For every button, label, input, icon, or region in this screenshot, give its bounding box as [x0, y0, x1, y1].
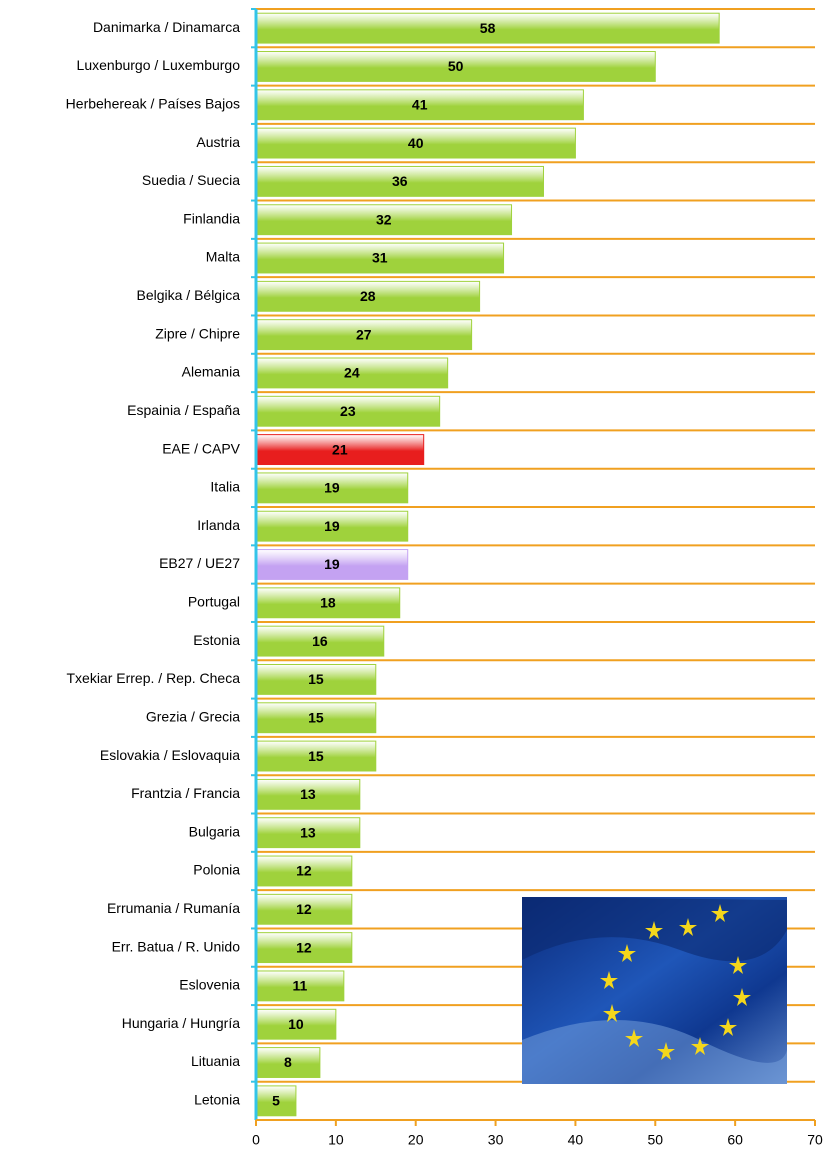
x-tick-label: 30: [488, 1132, 504, 1148]
y-tick-label: Zipre / Chipre: [155, 325, 240, 341]
x-tick-label: 10: [328, 1132, 344, 1148]
value-label: 40: [408, 135, 424, 151]
y-tick-label: Irlanda: [197, 517, 240, 533]
y-tick-label: Estonia: [193, 632, 240, 648]
value-label: 31: [372, 250, 388, 266]
y-tick-label: Errumania / Rumanía: [107, 900, 240, 916]
y-tick-label: EB27 / UE27: [159, 555, 240, 571]
value-label: 32: [376, 211, 392, 227]
y-tick-label: Err. Batua / R. Unido: [112, 938, 241, 954]
value-label: 16: [312, 633, 328, 649]
value-label: 19: [324, 556, 340, 572]
value-label: 19: [324, 480, 340, 496]
y-tick-label: Finlandia: [183, 210, 240, 226]
y-tick-label: Eslovakia / Eslovaquia: [100, 747, 240, 763]
y-tick-label: Eslovenia: [179, 977, 240, 993]
value-label: 41: [412, 96, 428, 112]
value-label: 5: [272, 1093, 280, 1109]
value-label: 12: [296, 901, 312, 917]
value-label: 24: [344, 365, 360, 381]
y-tick-label: Alemania: [182, 364, 241, 380]
chart: Danimarka / Dinamarca58Luxenburgo / Luxe…: [0, 0, 825, 1158]
y-tick-label: Austria: [196, 134, 240, 150]
x-tick-label: 20: [408, 1132, 424, 1148]
page: {"chart_data": { "type": "barh", "catego…: [0, 0, 825, 1158]
y-tick-label: Malta: [206, 249, 240, 265]
y-tick-label: Belgika / Bélgica: [136, 287, 240, 303]
y-tick-label: Frantzia / Francia: [131, 785, 240, 801]
y-tick-label: Letonia: [194, 1092, 240, 1108]
value-label: 15: [308, 671, 324, 687]
value-label: 10: [288, 1016, 304, 1032]
y-tick-label: Portugal: [188, 594, 240, 610]
value-label: 19: [324, 518, 340, 534]
value-label: 12: [296, 939, 312, 955]
x-tick-label: 40: [568, 1132, 584, 1148]
y-tick-label: Luxenburgo / Luxemburgo: [77, 57, 241, 73]
y-tick-label: EAE / CAPV: [162, 440, 240, 456]
value-label: 50: [448, 58, 464, 74]
value-label: 21: [332, 441, 348, 457]
value-label: 58: [480, 20, 496, 36]
value-label: 27: [356, 326, 372, 342]
value-label: 18: [320, 595, 336, 611]
x-tick-label: 70: [807, 1132, 823, 1148]
y-tick-label: Italia: [210, 479, 240, 495]
y-tick-label: Hungaria / Hungría: [122, 1015, 241, 1031]
x-tick-label: 60: [727, 1132, 743, 1148]
value-label: 36: [392, 173, 408, 189]
value-label: 15: [308, 748, 324, 764]
value-label: 23: [340, 403, 356, 419]
value-label: 28: [360, 288, 376, 304]
value-label: 13: [300, 786, 316, 802]
value-label: 11: [293, 978, 308, 994]
x-tick-label: 0: [252, 1132, 260, 1148]
y-tick-label: Suedia / Suecia: [142, 172, 240, 188]
y-tick-label: Grezia / Grecia: [146, 708, 240, 724]
x-tick-label: 50: [647, 1132, 663, 1148]
y-tick-label: Danimarka / Dinamarca: [93, 19, 240, 35]
value-label: 12: [296, 863, 312, 879]
y-tick-label: Bulgaria: [189, 823, 241, 839]
value-label: 8: [284, 1054, 292, 1070]
y-tick-label: Herbehereak / Países Bajos: [66, 95, 240, 111]
y-tick-label: Polonia: [193, 862, 240, 878]
value-label: 15: [308, 709, 324, 725]
y-tick-label: Txekiar Errep. / Rep. Checa: [66, 670, 240, 686]
y-tick-label: Lituania: [191, 1053, 240, 1069]
value-label: 13: [300, 824, 316, 840]
y-tick-label: Espainia / España: [127, 402, 240, 418]
eu-flag-image: [522, 897, 787, 1084]
